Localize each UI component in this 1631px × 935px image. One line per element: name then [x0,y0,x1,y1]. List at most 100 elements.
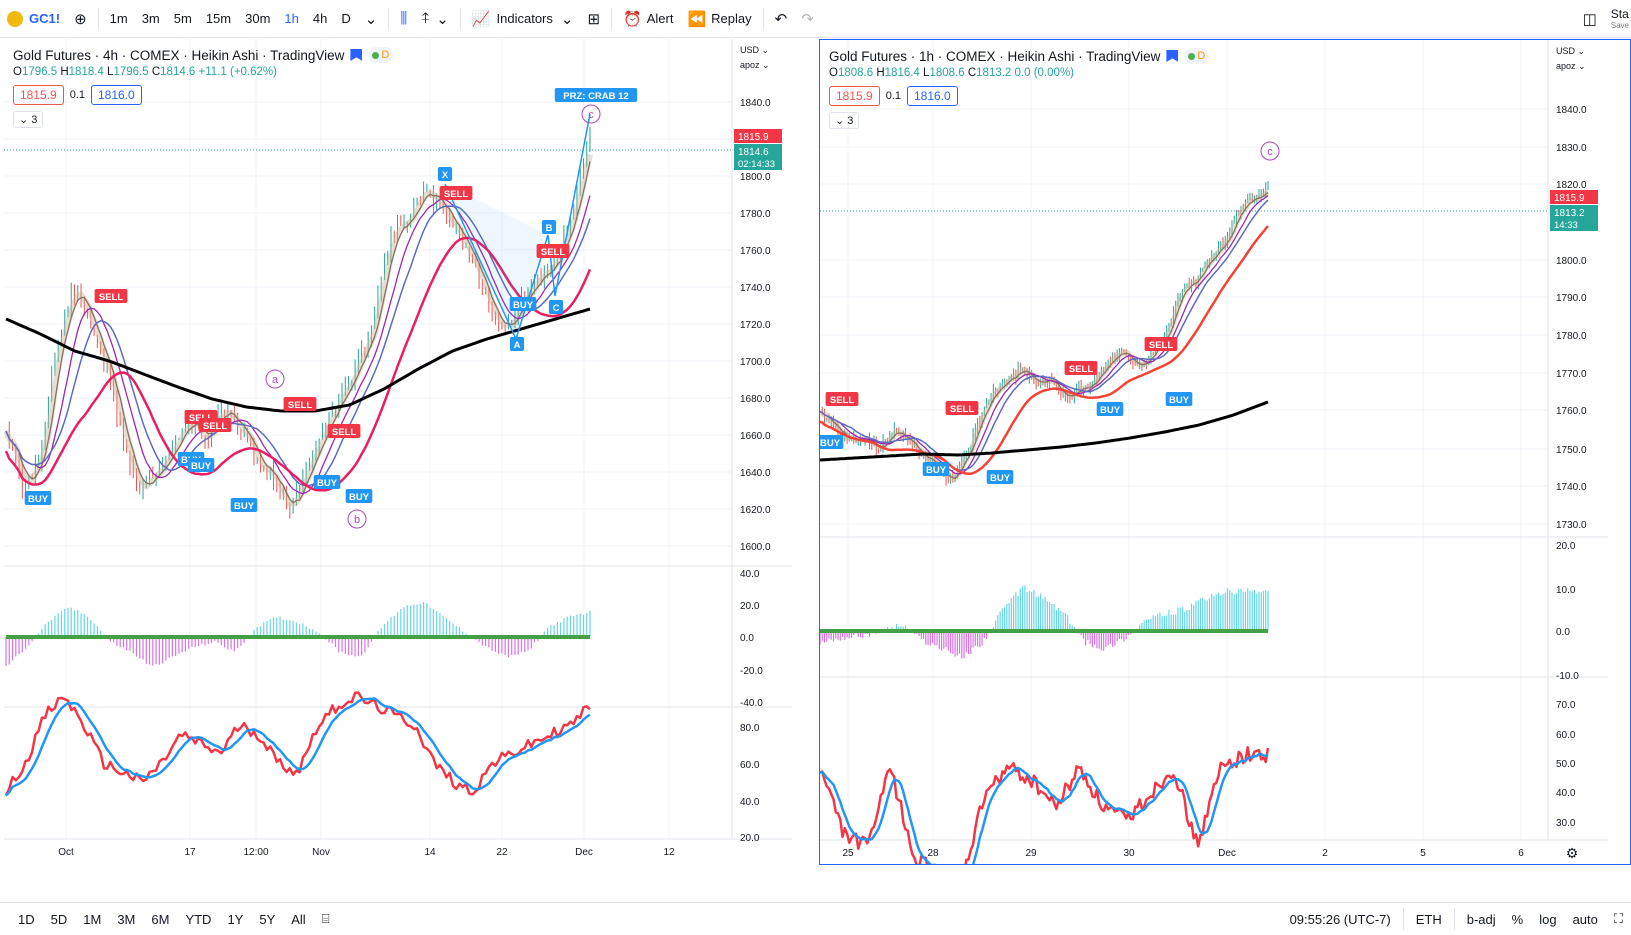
price-tick-label: 1660.0 [740,431,771,442]
fullscreen-button[interactable]: ⛶ [1606,911,1631,927]
flag-icon[interactable] [1166,50,1179,62]
interval-dropdown[interactable]: ⌄ [358,0,385,38]
indicators-icon: 📈 [471,10,491,28]
interval-1h[interactable]: 1h [284,11,299,26]
chevron-down-icon: ⌄ [560,10,574,28]
interval-d[interactable]: D [341,11,351,26]
divider [97,7,99,30]
indicators-collapse-button[interactable]: ⌄ 3 [829,112,860,129]
range-3m[interactable]: 3M [117,911,136,927]
price-tick-label: 1820.0 [1556,180,1587,191]
replay-button[interactable]: ⏪ Replay [680,0,758,38]
interval-5m[interactable]: 5m [173,11,192,26]
price-tick-label: 1790.0 [1556,293,1587,304]
time-tick-label: 12 [663,847,675,858]
divider [388,7,390,30]
undo-button[interactable]: ↶ [768,0,795,38]
compare-button[interactable]: ⊕ [67,0,94,38]
buy-signal: BUY [513,300,534,311]
bar-style-button[interactable]: ⫼ [393,0,414,38]
buy-signal: BUY [349,492,370,503]
time-tick-label: 25 [842,848,854,859]
indicators-button[interactable]: 📈 Indicators ⌄ [465,0,581,38]
auto-toggle[interactable]: auto [1572,911,1598,927]
alert-button[interactable]: ⏰ Alert [616,0,680,38]
range-5d[interactable]: 5D [50,911,68,927]
buy-signal: BUY [1169,395,1190,406]
divider [459,7,461,30]
osc1-tick-label: 0.0 [1556,627,1570,638]
price-tick-label: 1800.0 [1556,256,1587,267]
pattern-point-a: A [514,340,521,351]
chart-canvas-4h[interactable]: USD ⌄apoz ⌄1840.01820.01800.01780.01760.… [4,39,816,865]
time-tick-label: 12:00 [243,847,268,858]
flag-icon[interactable] [350,49,363,61]
interval-3m[interactable]: 3m [141,11,160,26]
sell-signal: SELL [99,292,123,303]
range-1m[interactable]: 1M [83,911,102,927]
buy-price-button[interactable]: 1816.0 [91,85,142,105]
goto-date-button[interactable]: ⌸ [314,911,338,927]
chart-pane-1h[interactable]: USD ⌄ apoz ⌄ 1840.0 1830.0 1820.0 1800.0 1790.… [819,39,1631,865]
high-value: 1818.4 [68,66,104,78]
time-tick-label: Dec [575,847,593,858]
sell-signal-box [198,418,232,432]
osc1-tick-label: 0.0 [740,633,754,644]
buy-signal-box [820,435,844,449]
buy-sell-row: 1815.9 0.1 1816.0 [13,85,393,105]
buy-sell-row: 1815.9 0.1 1816.0 [829,86,1209,106]
sell-signal: SELL [541,247,565,258]
symbol-search[interactable]: GC1! [0,0,67,38]
low-value: 1796.5 [113,66,149,78]
buy-signal: BUY [234,501,255,512]
chart-title: Gold Futures · 1h · COMEX · Heikin Ashi … [829,48,1161,64]
interval-1m[interactable]: 1m [109,11,128,26]
interval-30m[interactable]: 30m [245,11,271,26]
chart-canvas-1h[interactable]: USD ⌄ apoz ⌄ 1840.0 1830.0 1820.0 1800.0 1790.… [820,40,1630,864]
range-ytd[interactable]: YTD [185,911,212,927]
gold-coin-icon [7,10,23,27]
time-tick-label: Nov [312,847,330,858]
rewind-icon: ⏪ [687,10,707,28]
buy-signal: BUY [317,478,338,489]
sell-price-button[interactable]: 1815.9 [829,86,880,106]
grid-icon: ⊞ [587,10,601,28]
redo-button[interactable]: ↷ [794,0,821,38]
buy-signal: BUY [926,465,947,476]
time-tick-label: 2 [1322,848,1328,859]
chart-pane-4h[interactable]: USD ⌄apoz ⌄1840.01820.01800.01780.01760.… [4,39,816,865]
adjust-toggle[interactable]: b-adj [1466,911,1496,927]
buy-signal-box [986,470,1014,484]
layout-toggle-button[interactable]: ◫ [1576,0,1604,38]
percent-toggle[interactable]: % [1511,911,1524,927]
status-dots: D [368,47,394,63]
range-all[interactable]: All [291,911,306,927]
osc2-tick-label: 20.0 [740,833,760,844]
price-tick-label: 1730.0 [1556,520,1587,531]
osc2-tick-label: 80.0 [740,723,760,734]
interval-4h[interactable]: 4h [312,11,328,26]
divider [1402,908,1404,930]
chart-legend: Gold Futures · 1h · COMEX · Heikin Ashi … [829,48,1210,129]
log-toggle[interactable]: log [1539,911,1557,927]
range-5y[interactable]: 5Y [259,911,276,927]
range-1d[interactable]: 1D [18,911,35,927]
price-tick-label: 1740.0 [1556,482,1587,493]
osc2-tick-label: 40.0 [740,797,760,808]
sell-signal: SELL [203,421,227,432]
price-tick-label: 1720.0 [740,320,771,331]
range-1y[interactable]: 1Y [227,911,244,927]
save-button[interactable]: Sta Save [1604,0,1631,38]
clock-display[interactable]: 09:55:26 (UTC-7) [1289,911,1391,927]
sell-price-button[interactable]: 1815.9 [13,85,64,105]
layout-button[interactable]: ⊞ [580,0,607,38]
ma-purple-line [5,195,591,495]
buy-price-button[interactable]: 1816.0 [907,86,958,106]
chart-type-button[interactable]: ⍏ ⌄ [414,0,456,38]
interval-15m[interactable]: 15m [205,11,232,26]
session-toggle[interactable]: ETH [1415,911,1442,927]
top-toolbar: GC1! ⊕ 1m 3m 5m 15m 30m 1h 4h D ⌄ ⫼ ⍏ ⌄ 📈… [0,0,1631,38]
currency-label: USD ⌄ [740,45,769,55]
range-6m[interactable]: 6M [151,911,170,927]
indicators-collapse-button[interactable]: ⌄ 3 [13,111,44,128]
